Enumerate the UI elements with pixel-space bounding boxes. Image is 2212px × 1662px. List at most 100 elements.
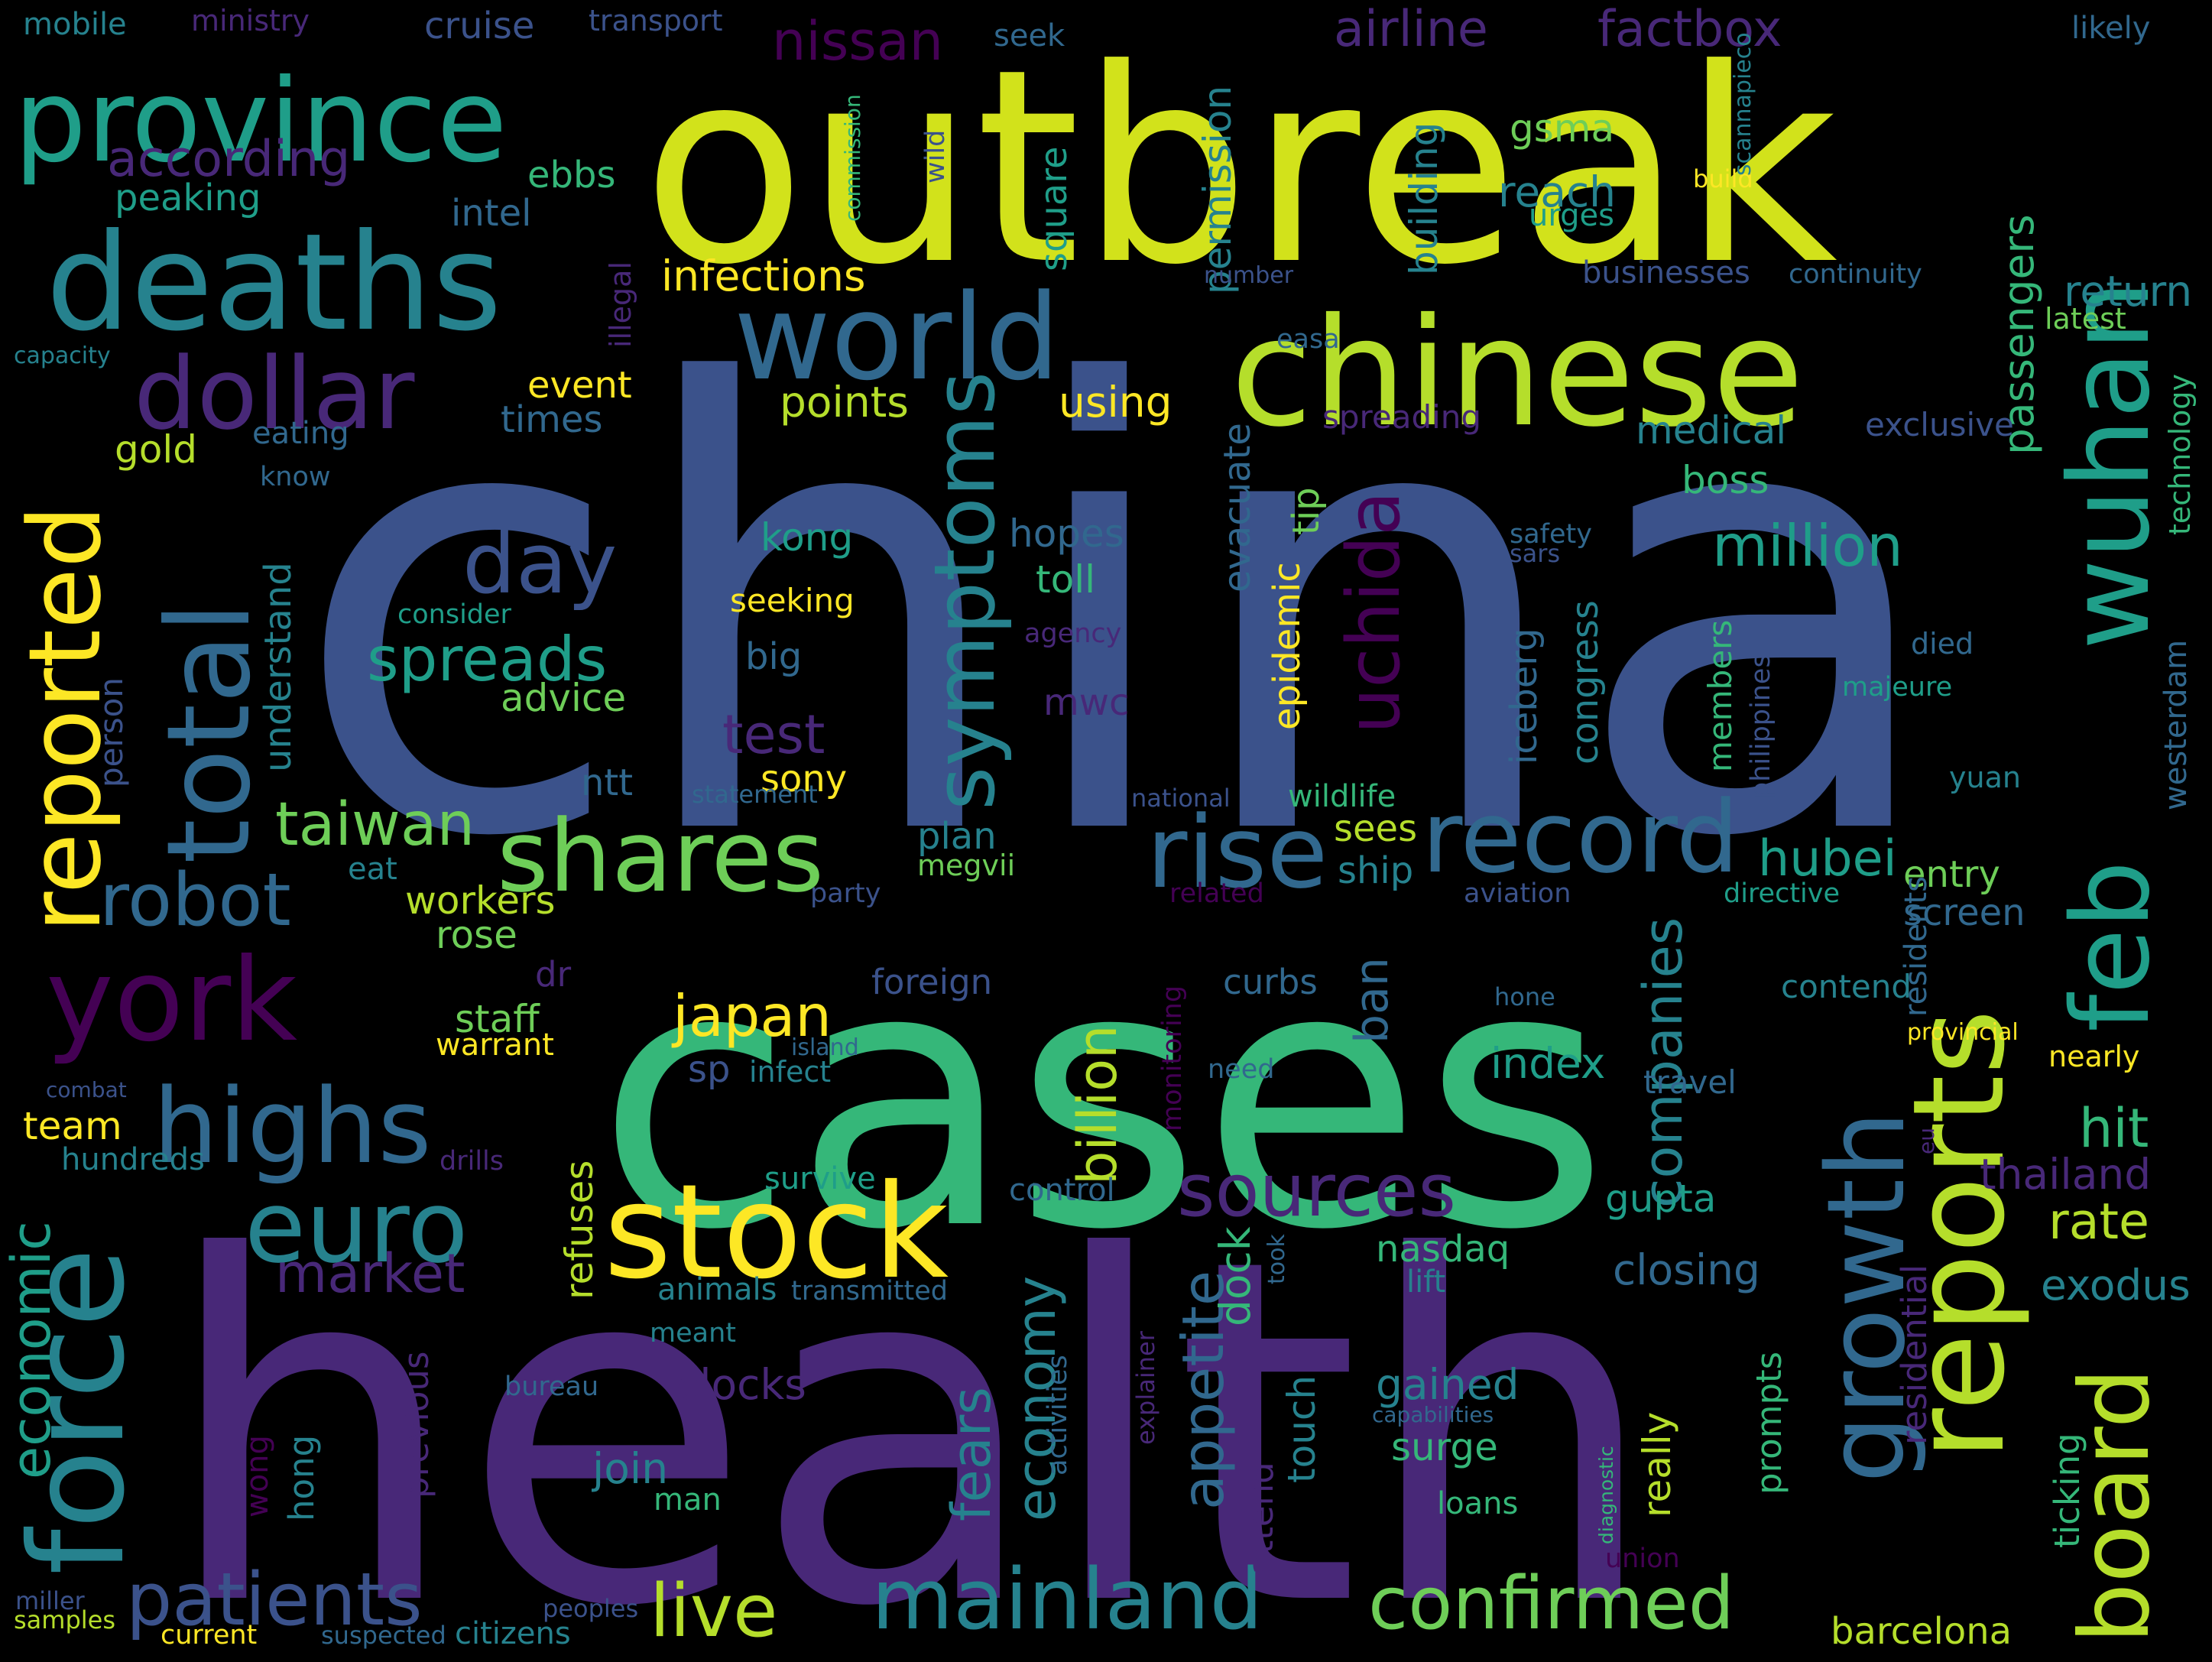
word-transmitted: transmitted [791, 1276, 948, 1307]
word-seek: seek [994, 18, 1065, 54]
word-latest: latest [2045, 302, 2126, 336]
word-agency: agency [1024, 618, 1121, 649]
word-board: board [2060, 1368, 2171, 1644]
word-lift: lift [1406, 1264, 1445, 1300]
word-diagnostic: diagnostic [1595, 1446, 1617, 1544]
word-man: man [654, 1482, 722, 1518]
word-warrant: warrant [436, 1027, 554, 1063]
word-combat: combat [46, 1077, 127, 1102]
word-national: national [1131, 784, 1231, 813]
word-died: died [1911, 627, 1974, 661]
word-sources: sources [1177, 1149, 1456, 1233]
word-took: took [1263, 1234, 1290, 1284]
word-monitoring: monitoring [1157, 985, 1188, 1131]
word-spreads: spreads [367, 624, 607, 695]
word-taiwan: taiwan [275, 790, 475, 859]
word-mainland: mainland [871, 1550, 1263, 1648]
word-kong: kong [761, 515, 853, 560]
word-gsma: gsma [1510, 106, 1614, 151]
word-seeking: seeking [730, 582, 855, 619]
word-team: team [23, 1104, 122, 1148]
word-dock: dock [1211, 1226, 1260, 1326]
word-world: world [734, 268, 1060, 407]
word-rate: rate [2048, 1193, 2149, 1251]
word-congress: congress [1564, 600, 1607, 764]
word-statement: statement [692, 780, 818, 809]
word-reach: reach [1498, 167, 1616, 216]
word-sp: sp [688, 1048, 730, 1091]
word-permission: permission [1195, 86, 1240, 294]
word-day: day [462, 515, 617, 612]
word-total: total [143, 602, 276, 864]
word-exclusive: exclusive [1865, 406, 2014, 443]
word-touch: touch [1280, 1375, 1324, 1483]
word-megvii: megvii [917, 849, 1015, 882]
word-passengers: passengers [1994, 214, 2043, 455]
word-barcelona: barcelona [1831, 1610, 2012, 1653]
word-outbreak: outbreak [642, 11, 1837, 323]
word-person: person [92, 677, 130, 787]
word-dr: dr [535, 954, 572, 995]
word-reported: reported [7, 505, 123, 933]
word-travel: travel [1643, 1063, 1737, 1101]
word-boss: boss [1682, 458, 1769, 502]
word-mwc: mwc [1043, 681, 1129, 724]
word-capacity: capacity [14, 342, 111, 369]
word-wild: wild [920, 130, 951, 183]
word-million: million [1712, 512, 1903, 579]
word-live: live [650, 1569, 777, 1654]
word-gold: gold [115, 427, 197, 472]
word-cases: cases [596, 890, 1609, 1308]
word-aviation: aviation [1464, 878, 1571, 909]
word-york: york [46, 934, 297, 1067]
word-companies: companies [1632, 917, 1695, 1208]
word-surge: surge [1391, 1425, 1498, 1469]
word-animals: animals [657, 1272, 777, 1307]
word-consider: consider [397, 599, 512, 630]
word-appetite: appetite [1169, 1271, 1237, 1510]
word-attend: attend [1241, 1462, 1281, 1575]
word-staff: staff [455, 997, 540, 1041]
word-number: number [1204, 262, 1294, 289]
word-contend: contend [1781, 968, 1912, 1005]
word-prompts: prompts [1749, 1352, 1789, 1495]
word-hubei: hubei [1758, 830, 1897, 888]
word-eating: eating [252, 416, 349, 451]
word-billion: billion [1066, 1025, 1129, 1185]
word-deaths: deaths [46, 206, 502, 361]
word-peoples: peoples [543, 1594, 638, 1623]
word-entry: entry [1903, 853, 2000, 896]
word-confirmed: confirmed [1368, 1562, 1734, 1646]
word-safety: safety [1510, 519, 1592, 550]
word-japan: japan [671, 982, 832, 1050]
word-mobile: mobile [23, 7, 127, 42]
word-building: building [1402, 122, 1446, 275]
word-screen: screen [1903, 891, 2026, 934]
word-samples: samples [14, 1605, 115, 1634]
word-hone: hone [1494, 982, 1555, 1011]
word-ebbs: ebbs [527, 154, 615, 196]
word-record: record [1422, 779, 1739, 895]
word-iceberg: iceberg [1503, 628, 1545, 764]
word-chinese: chinese [1231, 286, 1804, 459]
word-event: event [527, 364, 632, 407]
word-continuity: continuity [1789, 259, 1922, 290]
word-euro: euro [245, 1169, 469, 1285]
word-intel: intel [451, 192, 531, 235]
word-hit: hit [2079, 1097, 2149, 1160]
word-uchida: uchida [1332, 491, 1416, 734]
word-advice: advice [501, 676, 626, 720]
word-evacuate: evacuate [1216, 423, 1259, 592]
word-current: current [161, 1620, 257, 1651]
word-miller: miller [15, 1586, 86, 1615]
word-using: using [1059, 378, 1172, 427]
word-eu: eu [1914, 1128, 1939, 1154]
word-highs: highs [153, 1066, 432, 1186]
word-loans: loans [1437, 1486, 1518, 1521]
word-shares: shares [497, 798, 824, 914]
word-island: island [791, 1034, 859, 1061]
word-points: points [780, 378, 909, 427]
